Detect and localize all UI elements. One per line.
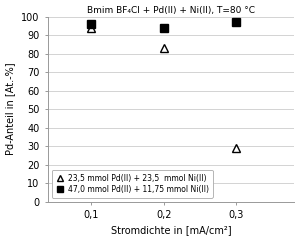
Legend: 23,5 mmol Pd(II) + 23,5  mmol Ni(II), 47,0 mmol Pd(II) + 11,75 mmol Ni(II): 23,5 mmol Pd(II) + 23,5 mmol Ni(II), 47,…: [52, 170, 212, 198]
X-axis label: Stromdichte in [mA/cm²]: Stromdichte in [mA/cm²]: [111, 225, 231, 235]
Y-axis label: Pd-Anteil in [At.-%]: Pd-Anteil in [At.-%]: [6, 63, 16, 155]
Title: Bmim BF₄Cl + Pd(II) + Ni(II), T=80 °C: Bmim BF₄Cl + Pd(II) + Ni(II), T=80 °C: [87, 6, 255, 14]
